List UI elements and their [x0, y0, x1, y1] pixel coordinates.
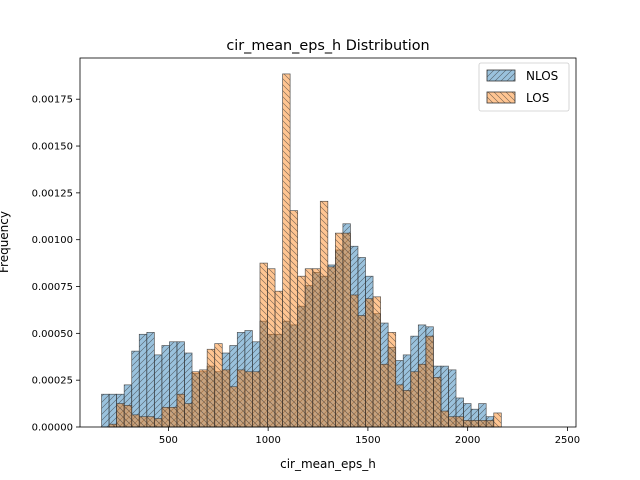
y-tick-label: 0.00125: [32, 188, 73, 199]
los-bar-hatch: [380, 363, 389, 428]
nlos-bar-hatch: [101, 393, 110, 428]
los-bar-hatch: [123, 405, 133, 428]
los-bar-hatch: [478, 420, 487, 428]
los-bar-hatch: [417, 363, 427, 428]
los-bar-hatch: [214, 343, 223, 428]
los-bar-hatch: [319, 200, 329, 428]
los-bar-hatch: [154, 418, 163, 428]
los-bar-hatch: [169, 406, 178, 428]
nlos-bar-hatch: [108, 393, 117, 428]
los-bar-hatch: [365, 298, 374, 428]
los-bar-hatch: [440, 410, 449, 428]
legend: NLOS LOS: [478, 62, 570, 112]
los-bar-hatch: [108, 423, 118, 428]
plot-frame: [79, 57, 577, 428]
y-axis-label: Frequency: [0, 211, 11, 273]
x-tick-label: 1500: [355, 435, 380, 446]
nlos-bar-hatch: [146, 332, 155, 428]
los-bar-hatch: [206, 348, 216, 428]
los-bar-hatch: [282, 73, 291, 428]
los-bar-hatch: [410, 371, 419, 428]
nlos-bar-hatch: [153, 354, 163, 428]
los-bar-hatch: [448, 416, 457, 428]
legend-los-label: LOS: [526, 91, 549, 105]
los-bar-hatch: [236, 369, 246, 428]
y-tick-label: 0.00025: [32, 376, 73, 387]
x-tick-label: 1000: [255, 435, 280, 446]
los-bar-hatch: [274, 290, 283, 428]
los-bar-hatch: [244, 371, 253, 428]
y-tick-label: 0.00175: [32, 95, 73, 106]
los-bar-hatch: [402, 390, 412, 428]
los-bar-hatch: [485, 420, 495, 428]
los-bar-hatch: [425, 335, 434, 428]
y-tick-label: 0.00150: [32, 142, 73, 153]
x-tick-label: 2000: [455, 435, 480, 446]
los-bar-hatch: [357, 315, 366, 428]
los-bar-hatch: [131, 414, 140, 428]
los-bar-hatch: [229, 386, 238, 428]
los-bar-hatch: [259, 262, 268, 428]
los-bar-hatch: [252, 371, 261, 428]
los-bar-hatch: [289, 210, 299, 428]
los-bar-hatch: [304, 268, 314, 428]
y-tick-label: 0.00000: [32, 423, 73, 434]
x-tick-label: 2500: [555, 435, 580, 446]
los-bar-hatch: [146, 416, 155, 428]
x-axis-ticks: 500 1000 1500 2000 2500: [159, 427, 580, 446]
y-tick-label: 0.00100: [32, 235, 73, 246]
los-bar-hatch: [199, 369, 208, 428]
los-bar-hatch: [387, 332, 397, 428]
los-bar-hatch: [342, 232, 351, 428]
y-tick-label: 0.00050: [32, 329, 73, 340]
x-tick-label: 500: [159, 435, 178, 446]
chart-title: cir_mean_eps_h Distribution: [226, 38, 429, 54]
los-bar-hatch: [470, 420, 480, 428]
los-bar-hatch: [297, 275, 306, 428]
y-axis-ticks: 0.00000 0.00025 0.00050 0.00075 0.00100 0.001…: [32, 95, 80, 434]
los-bar-hatch: [372, 296, 381, 428]
los-bar-hatch: [455, 416, 464, 428]
los-bar-hatch: [221, 369, 231, 428]
legend-los-swatch-hatch: [487, 92, 515, 103]
los-bar-hatch: [433, 377, 442, 428]
los-bar-hatch: [493, 412, 502, 428]
los-bar-hatch: [176, 393, 185, 428]
legend-nlos-label: NLOS: [526, 69, 558, 83]
los-bar-hatch: [184, 403, 193, 428]
legend-nlos-swatch-hatch: [487, 70, 515, 81]
los-bar-hatch: [327, 266, 336, 428]
los-bar-hatch: [395, 384, 404, 428]
y-tick-label: 0.00075: [32, 282, 73, 293]
los-bar-hatch: [161, 406, 170, 428]
los-bar-hatch: [191, 371, 200, 428]
los-bar-hatch: [350, 294, 359, 428]
los-bar-hatch: [138, 416, 148, 428]
los-bar-hatch: [463, 420, 472, 428]
los-bar-hatch: [335, 232, 344, 428]
nlos-bar-hatch: [138, 333, 148, 428]
los-bar-hatch: [312, 268, 321, 428]
x-axis-label: cir_mean_eps_h: [280, 457, 376, 471]
los-bar-hatch: [267, 268, 276, 428]
los-bar-hatch: [116, 403, 125, 428]
